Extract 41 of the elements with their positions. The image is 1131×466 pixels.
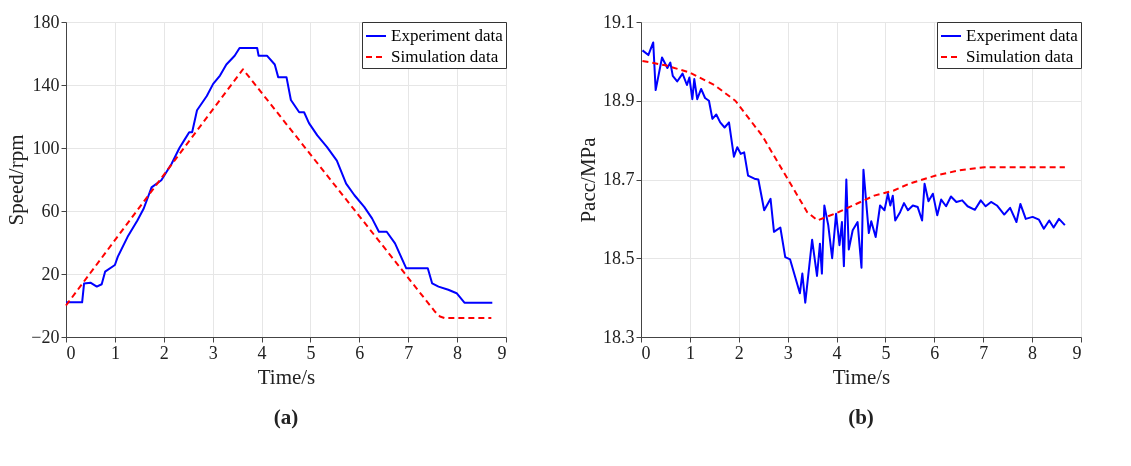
y-tick-label: 180 [32, 11, 60, 32]
text: (a) [273, 405, 299, 429]
x-tick-label: 0 [66, 342, 76, 363]
y-tick-label: 18.9 [603, 90, 635, 111]
x-tick-label: 3 [783, 342, 793, 363]
legend-label: Simulation data [391, 47, 499, 66]
y-tick-label: 100 [32, 137, 60, 158]
x-tick-label: 8 [1028, 342, 1038, 363]
x-tick-label: 9 [1072, 342, 1082, 363]
y-tick-label: 60 [41, 200, 60, 221]
x-tick-label: 1 [685, 342, 695, 363]
x-tick-label: 6 [355, 342, 365, 363]
x-axis-title: Time/s [257, 364, 316, 389]
text: (b) [848, 405, 874, 429]
x-tick-label: 8 [453, 342, 463, 363]
y-tick-label: 18.7 [603, 169, 635, 189]
x-tick-label: 4 [832, 342, 842, 363]
x-axis-title: Time/s [832, 364, 891, 389]
legend-label: Simulation data [966, 47, 1074, 66]
x-tick-label: 0 [641, 342, 651, 363]
x-tick-label: 7 [979, 342, 989, 363]
x-tick-label: 4 [257, 342, 267, 363]
y-tick-label: 20 [41, 263, 60, 284]
y-axis-title: Speed/rpm [4, 134, 29, 226]
x-tick-label: 2 [734, 342, 744, 363]
y-tick-label: 140 [32, 74, 60, 95]
x-tick-label: 5 [306, 342, 316, 363]
x-tick-label: 7 [404, 342, 414, 363]
y-tick-label: −20 [31, 326, 60, 347]
y-tick-label: 19.1 [603, 11, 635, 32]
legend-label: Experiment data [966, 26, 1079, 45]
y-tick-label: 18.5 [603, 247, 635, 268]
x-tick-label: 9 [497, 342, 507, 363]
x-tick-label: 5 [881, 342, 891, 363]
y-tick-label: 18.3 [603, 326, 635, 347]
x-tick-label: 1 [110, 342, 120, 363]
y-axis-title: Pacc/MPa [576, 136, 600, 223]
legend-label: Experiment data [391, 26, 504, 45]
x-tick-label: 6 [930, 342, 940, 363]
x-tick-label: 3 [208, 342, 218, 363]
x-tick-label: 2 [159, 342, 169, 363]
